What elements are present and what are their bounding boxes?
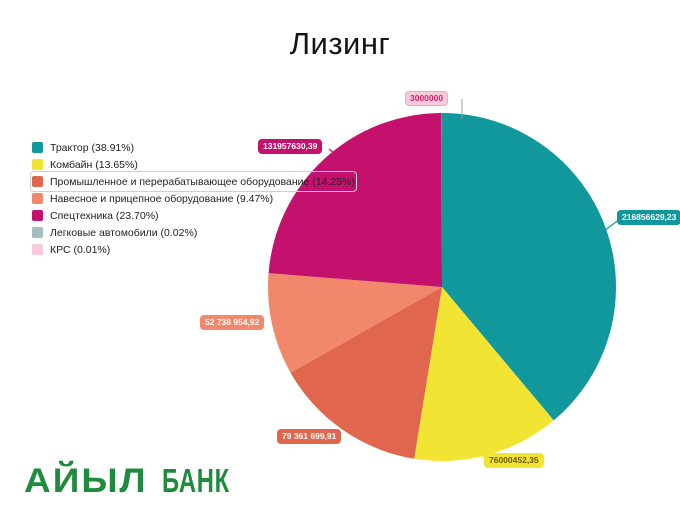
page-title: Лизинг [289,26,391,61]
pie-slice-0[interactable] [442,113,616,421]
legend-swatch-kombain [32,159,43,170]
legend-swatch-spetstehnika [32,210,43,221]
connector-spets [328,148,354,169]
legend-item-traktor[interactable]: Трактор (38.91%) [32,139,355,156]
legend-label-legkovye: Легковые автомобили (0.02%) [50,226,198,239]
pie-slice-2[interactable] [290,287,442,459]
callout-kombain-value: 76000452,35 [484,453,544,468]
legend-item-spetstehnika[interactable]: Спецтехника (23.70%) [32,207,355,224]
legend-swatch-legkovye [32,227,43,238]
legend-label-navesnoe: Навесное и прицепное оборудование (9.47%… [50,192,274,205]
legend-swatch-traktor [32,142,43,153]
legend-item-krs[interactable]: КРС (0.01%) [32,241,355,258]
legend-item-kombain[interactable]: Комбайн (13.65%) [32,156,355,173]
connector-prom [352,426,374,435]
callout-traktor-value: 216856629,23 [617,210,680,225]
connector-kombain [471,449,487,459]
logo-word-ayil: АЙЫЛ [24,461,148,500]
connector-naves [271,312,278,322]
callout-krs-value: 3000000 [405,91,449,106]
pie-slice-3[interactable] [268,273,442,373]
legend-label-prom-oborudovanie: Промышленное и перерабатывающее оборудов… [50,175,355,188]
pie-slice-1[interactable] [414,287,554,461]
chart-legend: Трактор (38.91%) Комбайн (13.65%) Промыш… [30,139,357,258]
ayil-bank-logo: АЙЫЛ БАНК [24,462,256,500]
callout-spets-value: 131957630,39 [258,139,323,154]
pie-slices [268,112,616,461]
legend-swatch-prom-oborudovanie [32,176,43,187]
legend-swatch-krs [32,244,43,255]
callout-naves-value: 52 738 954,92 [200,315,265,330]
legend-swatch-navesnoe [32,193,43,204]
legend-label-spetstehnika: Спецтехника (23.70%) [50,209,159,222]
legend-label-krs: КРС (0.01%) [50,243,111,256]
pie-slice-4[interactable] [268,113,442,287]
legend-label-kombain: Комбайн (13.65%) [50,158,138,171]
legend-item-legkovye[interactable]: Легковые автомобили (0.02%) [32,224,355,241]
legend-item-navesnoe[interactable]: Навесное и прицепное оборудование (9.47%… [32,190,355,207]
legend-item-prom-oborudovanie[interactable]: Промышленное и перерабатывающее оборудов… [30,171,357,192]
legend-label-traktor: Трактор (38.91%) [50,141,135,154]
callout-prom-value: 79 361 699,91 [277,429,342,444]
logo-word-bank: БАНК [161,461,230,500]
